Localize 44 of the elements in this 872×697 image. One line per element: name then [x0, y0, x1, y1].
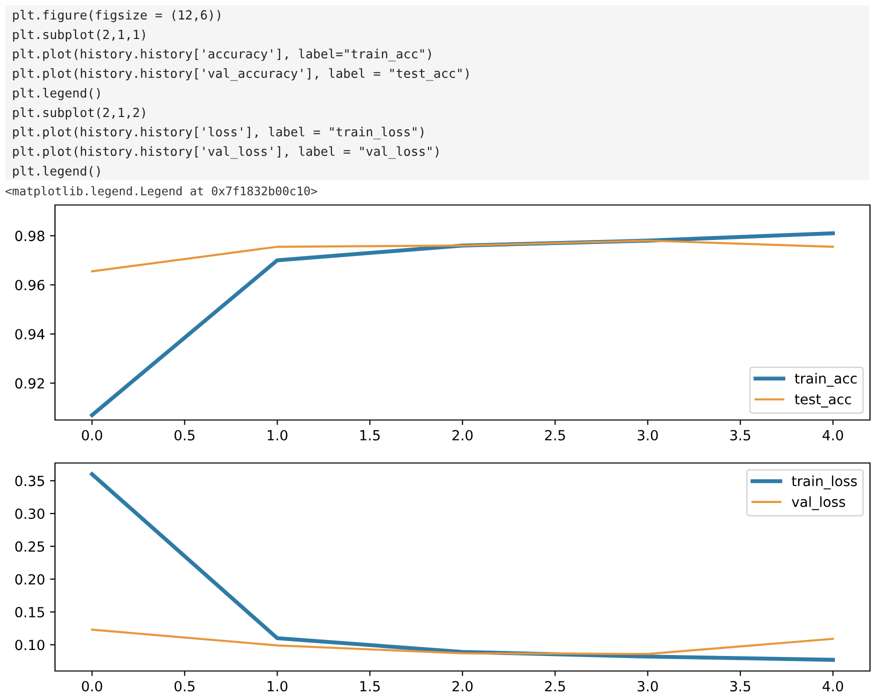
x-tick-label: 2.5 — [545, 680, 565, 692]
y-tick-label: 0.98 — [15, 230, 44, 242]
text: plt.legend() — [13, 88, 100, 100]
x-tick-label: 1.0 — [268, 430, 288, 440]
x-tick-label: 3.0 — [638, 430, 658, 440]
text: plt.plot(history.history['val_accuracy'], label = "test_acc") — [13, 68, 468, 81]
x-tick-label: 2.0 — [452, 680, 473, 692]
line-series — [91, 240, 834, 272]
x-tick-label: 3.5 — [730, 430, 750, 440]
legend-label: test_acc — [794, 394, 851, 408]
x-tick-label: 0.0 — [82, 680, 102, 692]
text: plt.plot(history.history['val_loss'], label = "val_loss") — [13, 146, 438, 159]
text: plt.plot(history.history['accuracy'], label="train_acc") — [13, 48, 431, 62]
x-tick-label: 0.0 — [82, 430, 102, 440]
legend-label: val_loss — [792, 496, 846, 510]
x-tick-label: 1.5 — [360, 681, 380, 692]
x-tick-label: 4.0 — [822, 430, 844, 440]
x-tick-label: 2.0 — [452, 430, 473, 440]
y-tick-label: 0.20 — [15, 574, 44, 585]
x-tick-label: 1.0 — [268, 680, 288, 692]
y-tick-label: 0.92 — [15, 378, 44, 389]
y-tick-label: 0.25 — [15, 541, 44, 552]
text: plt.subplot(2,1,2) — [13, 107, 145, 120]
y-tick-label: 0.15 — [15, 606, 44, 618]
x-tick-label: 0.5 — [174, 430, 194, 440]
y-tick-label: 0.10 — [15, 640, 44, 650]
y-tick-label: 0.35 — [15, 476, 44, 486]
text: plt.legend() — [13, 166, 100, 178]
line-series — [91, 628, 834, 655]
x-tick-label: 3.5 — [730, 680, 750, 692]
text: plt.plot(history.history['loss'], label = "train_loss") — [13, 126, 424, 140]
y-tick-label: 0.30 — [15, 508, 44, 519]
x-tick-label: 3.0 — [638, 680, 658, 692]
legend-label: train_loss — [792, 476, 857, 490]
text: <matplotlib.legend.Legend at 0x7f1832b00c10> — [6, 186, 318, 198]
x-tick-label: 4.0 — [822, 680, 844, 692]
y-tick-label: 0.96 — [15, 280, 44, 290]
legend-label: train_acc — [794, 372, 857, 387]
text: plt.subplot(2,1,1) — [13, 29, 145, 42]
x-tick-label: 0.5 — [174, 680, 194, 692]
x-tick-label: 1.5 — [360, 430, 380, 440]
y-tick-label: 0.94 — [15, 328, 44, 340]
text: plt.figure(figsize = (12,6)) — [13, 10, 220, 22]
x-tick-label: 2.5 — [545, 430, 565, 440]
